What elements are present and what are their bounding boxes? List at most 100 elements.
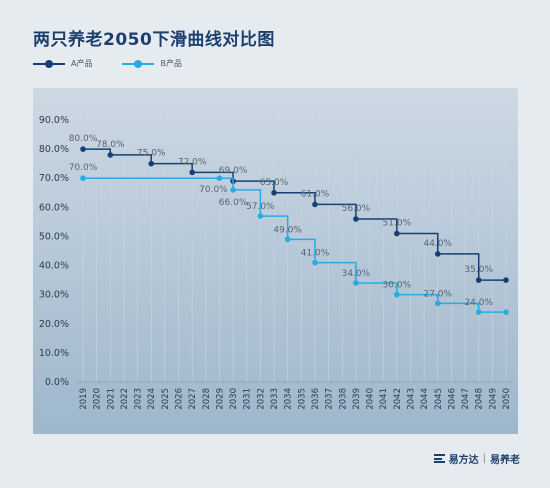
data-label: 78.0% xyxy=(96,140,125,150)
x-tick-label-2030: 2030 xyxy=(229,388,239,410)
brand-logo-icon xyxy=(433,454,445,463)
series-line-a xyxy=(83,148,506,281)
x-tick-label-2050: 2050 xyxy=(502,388,512,410)
x-tick-label-2047: 2047 xyxy=(461,388,471,410)
data-point xyxy=(475,309,482,315)
x-tick-label-2029: 2029 xyxy=(215,388,225,410)
data-label: 49.0% xyxy=(273,225,302,235)
legend-item-a[interactable]: A产品 xyxy=(33,58,92,69)
data-point xyxy=(80,146,86,152)
x-tick-label-2043: 2043 xyxy=(406,388,416,410)
data-point xyxy=(189,169,195,176)
footer-brand: 易方达 xyxy=(448,455,479,466)
footer-product: 易养老 xyxy=(490,455,520,466)
data-label: 75.0% xyxy=(137,149,166,159)
x-tick-label-2032: 2032 xyxy=(256,388,266,410)
x-tick-label-2038: 2038 xyxy=(338,388,348,410)
data-label: 41.0% xyxy=(301,249,330,259)
data-point xyxy=(434,251,441,257)
data-point xyxy=(353,216,359,222)
x-tick-label-2045: 2045 xyxy=(434,388,444,410)
x-tick-label-2031: 2031 xyxy=(243,388,253,410)
x-tick-label-2037: 2037 xyxy=(325,388,335,410)
data-point xyxy=(230,187,236,193)
data-label: 30.0% xyxy=(383,281,412,291)
legend-dot-b xyxy=(134,59,143,68)
x-tick-label-2035: 2035 xyxy=(297,388,307,410)
data-labels: 80.0%78.0% 75.0% 72.0% 69.0% 65.0% 61.0% 56.0%… xyxy=(69,134,494,308)
y-tick-label: 30.0% xyxy=(39,290,69,301)
data-point xyxy=(107,152,114,158)
data-point xyxy=(148,160,155,167)
x-tick-label-2040: 2040 xyxy=(366,388,376,410)
x-tick-label-2019: 2019 xyxy=(79,388,89,410)
data-label: 61.0% xyxy=(301,189,330,199)
data-label: 65.0% xyxy=(260,178,289,188)
x-axis: 2019 2020 2021 2022 2023 2024 2025 2026 2027 2028… xyxy=(79,388,512,410)
y-tick-label: 40.0% xyxy=(39,261,69,272)
data-point xyxy=(394,291,400,298)
data-label: 51.0% xyxy=(383,219,412,229)
data-label: 35.0% xyxy=(464,265,493,275)
x-tick-label-2022: 2022 xyxy=(120,388,130,410)
x-tick-label-2027: 2027 xyxy=(188,388,198,410)
legend-item-b[interactable]: B产品 xyxy=(122,58,182,69)
data-point xyxy=(312,259,318,266)
data-label: 27.0% xyxy=(423,289,452,299)
data-label: 24.0% xyxy=(464,298,493,308)
footer-logo: 易方达 | 易养老 xyxy=(433,451,520,466)
x-tick-label-2042: 2042 xyxy=(393,388,403,410)
y-tick-label: 90.0% xyxy=(39,115,69,126)
gridlines xyxy=(82,110,507,382)
y-tick-label: 70.0% xyxy=(39,173,69,184)
y-tick-label: 80.0% xyxy=(39,144,69,155)
legend: A产品 B产品 xyxy=(33,58,182,69)
data-point xyxy=(216,175,223,182)
data-label: 72.0% xyxy=(178,157,207,167)
data-label: 44.0% xyxy=(423,239,452,249)
data-point xyxy=(257,213,264,219)
legend-dot-a xyxy=(45,59,53,68)
data-point xyxy=(80,175,86,182)
y-tick-label: 20.0% xyxy=(39,319,69,330)
y-tick-label: 50.0% xyxy=(39,231,69,242)
x-tick-label-2024: 2024 xyxy=(147,388,157,410)
x-tick-label-2033: 2033 xyxy=(270,388,280,410)
footer-separator: | xyxy=(482,453,486,464)
data-point xyxy=(503,277,509,283)
legend-label-b: B产品 xyxy=(160,59,182,68)
x-tick-label-2028: 2028 xyxy=(202,388,212,410)
data-point xyxy=(353,280,359,286)
data-label: 57.0% xyxy=(246,202,275,212)
legend-swatch-a xyxy=(33,59,65,68)
x-tick-label-2025: 2025 xyxy=(161,388,171,410)
data-label: 56.0% xyxy=(342,204,371,214)
data-point xyxy=(271,189,277,196)
data-point xyxy=(394,230,400,237)
x-tick-label-2046: 2046 xyxy=(447,388,457,410)
data-point xyxy=(503,309,509,315)
data-label: 80.0% xyxy=(69,134,98,144)
chart-background xyxy=(33,88,518,434)
data-point xyxy=(284,236,291,243)
data-point xyxy=(312,201,318,208)
x-tick-label-2034: 2034 xyxy=(284,388,294,410)
chart-title: 两只养老2050下滑曲线对比图 xyxy=(33,30,275,50)
data-label: 69.0% xyxy=(219,166,248,176)
x-tick-label-2023: 2023 xyxy=(134,388,144,410)
x-tick-label-2021: 2021 xyxy=(106,388,116,410)
legend-label-a: A产品 xyxy=(71,59,93,68)
y-tick-label: 10.0% xyxy=(39,348,69,359)
data-point xyxy=(434,300,441,307)
x-tick-label-2020: 2020 xyxy=(93,388,103,410)
y-axis: 0.0% 10.0% 20.0% 30.0% 40.0% 50.0% 60.0% 70.0% 8… xyxy=(39,115,69,388)
data-label: 66.0% xyxy=(219,198,248,208)
x-tick-label-2026: 2026 xyxy=(175,388,185,410)
x-tick-label-2048: 2048 xyxy=(475,388,485,410)
y-tick-label: 0.0% xyxy=(45,377,69,388)
data-label: 34.0% xyxy=(342,269,371,279)
x-tick-label-2039: 2039 xyxy=(352,388,362,410)
data-label: 70.0% xyxy=(199,185,228,195)
x-tick-label-2036: 2036 xyxy=(311,388,321,410)
series xyxy=(80,146,509,315)
